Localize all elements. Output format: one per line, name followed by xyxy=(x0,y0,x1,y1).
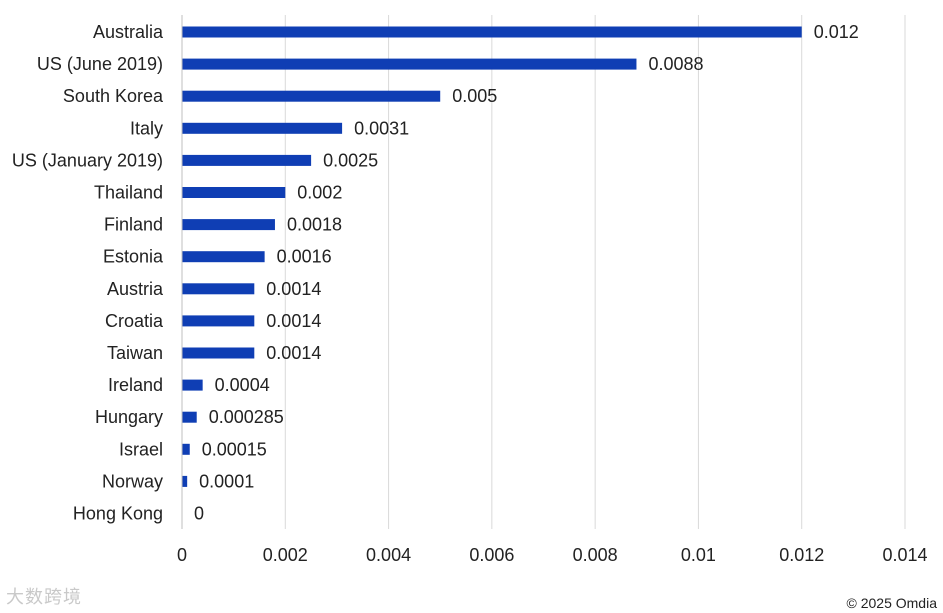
data-label: 0.0025 xyxy=(323,150,378,170)
category-label: Hong Kong xyxy=(73,504,163,524)
category-label: Australia xyxy=(93,22,164,42)
x-tick-label: 0 xyxy=(177,545,187,565)
data-label: 0.002 xyxy=(297,183,342,203)
category-label: South Korea xyxy=(63,86,164,106)
category-label: Ireland xyxy=(108,375,163,395)
category-label: Thailand xyxy=(94,183,163,203)
category-label: Italy xyxy=(130,118,163,138)
category-label: Norway xyxy=(102,471,163,491)
x-tick-label: 0.004 xyxy=(366,545,411,565)
bar xyxy=(182,251,265,263)
x-axis-ticks: 0 0.002 0.004 0.006 0.008 0.01 0.012 0.014 xyxy=(177,545,928,565)
bar xyxy=(182,379,203,391)
bar xyxy=(182,315,255,327)
data-label: 0.0014 xyxy=(266,311,321,331)
category-label: Croatia xyxy=(105,311,164,331)
data-label: 0.0001 xyxy=(199,471,254,491)
data-label: 0.0004 xyxy=(215,375,270,395)
data-label: 0 xyxy=(194,504,204,524)
category-labels: Australia US (June 2019) South Korea Italy U… xyxy=(12,22,164,524)
data-label: 0.0016 xyxy=(277,247,332,267)
data-label: 0.0031 xyxy=(354,118,409,138)
category-label: US (January 2019) xyxy=(12,150,163,170)
watermark: 大数跨境 xyxy=(6,587,82,607)
x-tick-label: 0.006 xyxy=(469,545,514,565)
bar xyxy=(182,90,441,102)
bar xyxy=(182,475,188,487)
x-tick-label: 0.012 xyxy=(779,545,824,565)
bar xyxy=(182,347,255,359)
data-label: 0.0014 xyxy=(266,279,321,299)
bar xyxy=(182,187,286,198)
category-label: Taiwan xyxy=(107,343,163,363)
data-label: 0.000285 xyxy=(209,407,284,427)
bar xyxy=(182,122,343,134)
x-tick-label: 0.01 xyxy=(681,545,716,565)
category-label: Estonia xyxy=(103,247,164,267)
data-label: 0.0088 xyxy=(648,54,703,74)
category-label: Israel xyxy=(119,439,163,459)
data-label: 0.005 xyxy=(452,86,497,106)
bar xyxy=(182,58,637,70)
data-label: 0.012 xyxy=(814,22,859,42)
data-label: 0.0014 xyxy=(266,343,321,363)
bar xyxy=(182,283,255,295)
category-label: US (June 2019) xyxy=(37,54,163,74)
bar xyxy=(182,443,190,455)
x-tick-label: 0.014 xyxy=(882,545,927,565)
data-label: 0.0018 xyxy=(287,215,342,235)
bars xyxy=(182,26,802,487)
data-label: 0.00015 xyxy=(202,439,267,459)
data-labels: 0.012 0.0088 0.005 0.0031 0.0025 0.002 0.0018 0… xyxy=(194,22,859,524)
bar xyxy=(182,219,275,231)
bar xyxy=(182,411,197,423)
category-label: Finland xyxy=(104,215,163,235)
bar xyxy=(182,154,312,166)
copyright-text: © 2025 Omdia xyxy=(846,595,937,611)
bar xyxy=(182,26,802,38)
category-label: Austria xyxy=(107,279,164,299)
category-label: Hungary xyxy=(95,407,163,427)
x-tick-label: 0.002 xyxy=(263,545,308,565)
x-tick-label: 0.008 xyxy=(573,545,618,565)
